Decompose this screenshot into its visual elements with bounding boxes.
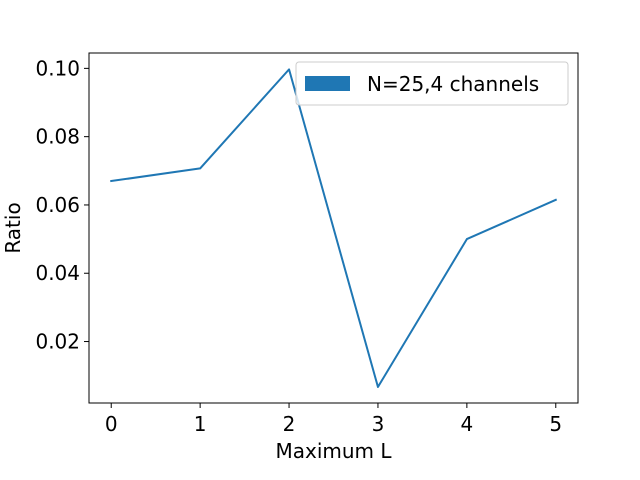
x-tick-label: 4 [460, 412, 473, 436]
legend-label: N=25,4 channels [367, 72, 539, 96]
y-tick-label: 0.10 [35, 56, 80, 80]
plot-area [110, 68, 558, 388]
x-axis-label: Maximum L [275, 439, 392, 463]
y-tick-label: 0.06 [35, 193, 80, 217]
x-tick-label: 2 [283, 412, 296, 436]
x-tick-label: 1 [194, 412, 207, 436]
x-tick-label: 3 [372, 412, 385, 436]
axes: 0 1 2 3 4 5 0.02 0.04 0.06 0.08 0.10 [35, 52, 579, 436]
y-tick-label: 0.08 [35, 125, 80, 149]
legend-swatch [305, 76, 350, 91]
y-tick-label: 0.04 [35, 261, 80, 285]
y-axis-label: Ratio [1, 202, 25, 253]
x-tick-label: 5 [549, 412, 562, 436]
x-tick-label: 0 [105, 412, 118, 436]
series-line-0 [110, 68, 558, 388]
legend-box [295, 61, 569, 106]
y-tick-label: 0.02 [35, 330, 80, 354]
plot-frame [88, 52, 579, 404]
legend: N=25,4 channels [295, 61, 569, 106]
